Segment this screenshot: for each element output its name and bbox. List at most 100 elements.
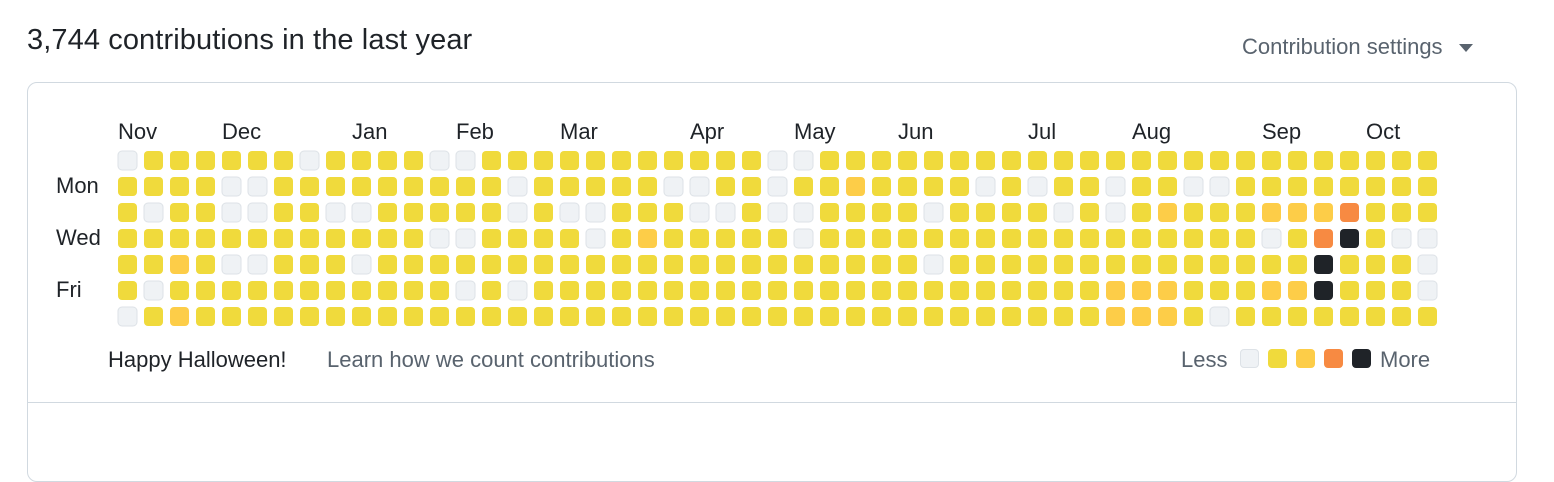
contribution-day-cell[interactable] <box>1314 281 1333 300</box>
contribution-day-cell[interactable] <box>689 176 710 197</box>
contribution-day-cell[interactable] <box>1028 281 1047 300</box>
contribution-day-cell[interactable] <box>1002 177 1021 196</box>
contribution-day-cell[interactable] <box>612 229 631 248</box>
contribution-day-cell[interactable] <box>1340 229 1359 248</box>
contribution-day-cell[interactable] <box>664 151 683 170</box>
contribution-day-cell[interactable] <box>326 281 345 300</box>
contribution-day-cell[interactable] <box>508 307 527 326</box>
contribution-day-cell[interactable] <box>1210 229 1229 248</box>
contribution-day-cell[interactable] <box>950 281 969 300</box>
contribution-day-cell[interactable] <box>170 281 189 300</box>
contribution-day-cell[interactable] <box>378 151 397 170</box>
contribution-day-cell[interactable] <box>924 151 943 170</box>
contribution-day-cell[interactable] <box>248 229 267 248</box>
contribution-day-cell[interactable] <box>664 281 683 300</box>
contribution-day-cell[interactable] <box>924 229 943 248</box>
contribution-day-cell[interactable] <box>585 202 606 223</box>
contribution-day-cell[interactable] <box>247 254 268 275</box>
contribution-day-cell[interactable] <box>898 255 917 274</box>
contribution-day-cell[interactable] <box>1002 151 1021 170</box>
contribution-day-cell[interactable] <box>1106 151 1125 170</box>
contribution-day-cell[interactable] <box>898 177 917 196</box>
contribution-day-cell[interactable] <box>482 281 501 300</box>
contribution-day-cell[interactable] <box>429 150 450 171</box>
contribution-day-cell[interactable] <box>1132 307 1151 326</box>
contribution-day-cell[interactable] <box>300 229 319 248</box>
contribution-day-cell[interactable] <box>1106 229 1125 248</box>
contribution-day-cell[interactable] <box>586 281 605 300</box>
contribution-day-cell[interactable] <box>534 177 553 196</box>
contribution-day-cell[interactable] <box>1262 203 1281 222</box>
contribution-day-cell[interactable] <box>404 255 423 274</box>
contribution-day-cell[interactable] <box>455 228 476 249</box>
contribution-day-cell[interactable] <box>742 203 761 222</box>
contribution-day-cell[interactable] <box>793 228 814 249</box>
contribution-day-cell[interactable] <box>1002 229 1021 248</box>
contribution-day-cell[interactable] <box>1417 228 1438 249</box>
contribution-day-cell[interactable] <box>1132 177 1151 196</box>
contribution-day-cell[interactable] <box>455 280 476 301</box>
contribution-day-cell[interactable] <box>1340 203 1359 222</box>
contribution-day-cell[interactable] <box>1184 255 1203 274</box>
contribution-day-cell[interactable] <box>170 151 189 170</box>
contribution-day-cell[interactable] <box>248 307 267 326</box>
contribution-day-cell[interactable] <box>118 203 137 222</box>
contribution-day-cell[interactable] <box>1028 229 1047 248</box>
contribution-day-cell[interactable] <box>352 151 371 170</box>
contribution-day-cell[interactable] <box>456 255 475 274</box>
contribution-day-cell[interactable] <box>1028 151 1047 170</box>
contribution-day-cell[interactable] <box>742 229 761 248</box>
contribution-day-cell[interactable] <box>1392 255 1411 274</box>
contribution-day-cell[interactable] <box>508 229 527 248</box>
contribution-day-cell[interactable] <box>430 255 449 274</box>
contribution-day-cell[interactable] <box>482 151 501 170</box>
contribution-day-cell[interactable] <box>196 255 215 274</box>
contribution-day-cell[interactable] <box>430 203 449 222</box>
contribution-day-cell[interactable] <box>1314 151 1333 170</box>
contribution-day-cell[interactable] <box>638 281 657 300</box>
contribution-day-cell[interactable] <box>586 151 605 170</box>
contribution-day-cell[interactable] <box>1132 255 1151 274</box>
contribution-day-cell[interactable] <box>1314 307 1333 326</box>
contribution-day-cell[interactable] <box>872 307 891 326</box>
contribution-day-cell[interactable] <box>612 203 631 222</box>
contribution-day-cell[interactable] <box>118 229 137 248</box>
contribution-day-cell[interactable] <box>534 151 553 170</box>
contribution-day-cell[interactable] <box>742 177 761 196</box>
contribution-day-cell[interactable] <box>222 229 241 248</box>
contribution-day-cell[interactable] <box>950 255 969 274</box>
contribution-day-cell[interactable] <box>898 151 917 170</box>
contribution-day-cell[interactable] <box>1366 177 1385 196</box>
contribution-day-cell[interactable] <box>404 229 423 248</box>
contribution-day-cell[interactable] <box>1106 281 1125 300</box>
contribution-day-cell[interactable] <box>196 203 215 222</box>
contribution-day-cell[interactable] <box>222 281 241 300</box>
contribution-day-cell[interactable] <box>117 150 138 171</box>
contribution-day-cell[interactable] <box>404 151 423 170</box>
contribution-day-cell[interactable] <box>820 255 839 274</box>
contribution-day-cell[interactable] <box>793 150 814 171</box>
contribution-day-cell[interactable] <box>716 255 735 274</box>
contribution-day-cell[interactable] <box>1262 151 1281 170</box>
contribution-day-cell[interactable] <box>1288 307 1307 326</box>
contribution-day-cell[interactable] <box>1080 203 1099 222</box>
contribution-day-cell[interactable] <box>742 151 761 170</box>
contribution-day-cell[interactable] <box>664 203 683 222</box>
contribution-day-cell[interactable] <box>1236 307 1255 326</box>
contribution-day-cell[interactable] <box>378 255 397 274</box>
contribution-day-cell[interactable] <box>1418 177 1437 196</box>
contribution-day-cell[interactable] <box>378 307 397 326</box>
contribution-day-cell[interactable] <box>534 307 553 326</box>
contribution-day-cell[interactable] <box>1288 281 1307 300</box>
contribution-day-cell[interactable] <box>976 281 995 300</box>
contribution-day-cell[interactable] <box>846 229 865 248</box>
contribution-day-cell[interactable] <box>638 151 657 170</box>
contribution-day-cell[interactable] <box>1210 255 1229 274</box>
contribution-day-cell[interactable] <box>690 151 709 170</box>
contribution-day-cell[interactable] <box>274 281 293 300</box>
contribution-day-cell[interactable] <box>534 255 553 274</box>
contribution-day-cell[interactable] <box>482 229 501 248</box>
contribution-day-cell[interactable] <box>976 203 995 222</box>
contribution-day-cell[interactable] <box>378 281 397 300</box>
contribution-day-cell[interactable] <box>196 307 215 326</box>
